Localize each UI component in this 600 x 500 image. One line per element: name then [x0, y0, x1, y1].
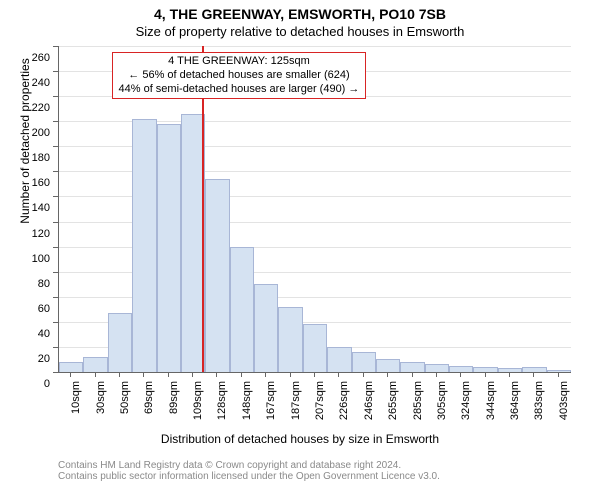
x-axis-label: Distribution of detached houses by size …: [0, 432, 600, 446]
x-tick-label: 167sqm: [265, 381, 277, 427]
x-tick-mark: [460, 372, 461, 377]
x-tick-mark: [363, 372, 364, 377]
x-tick-mark: [533, 372, 534, 377]
x-tick-label: 246sqm: [363, 381, 375, 427]
bar: [205, 179, 229, 372]
x-tick-mark: [436, 372, 437, 377]
x-tick-mark: [412, 372, 413, 377]
bar: [254, 284, 278, 372]
x-tick-label: 50sqm: [119, 381, 131, 427]
x-tick-mark: [168, 372, 169, 377]
x-tick-label: 344sqm: [485, 381, 497, 427]
bar: [352, 352, 376, 372]
y-tick-label: 220: [0, 102, 50, 114]
annotation-box: 4 THE GREENWAY: 125sqm← 56% of detached …: [112, 52, 367, 99]
bar: [522, 367, 546, 372]
x-tick-label: 285sqm: [412, 381, 424, 427]
bar: [376, 359, 400, 372]
x-tick-label: 324sqm: [460, 381, 472, 427]
x-tick-label: 383sqm: [533, 381, 545, 427]
x-tick-mark: [265, 372, 266, 377]
bar: [157, 124, 181, 372]
x-tick-mark: [143, 372, 144, 377]
y-tick-label: 100: [0, 253, 50, 265]
x-tick-mark: [95, 372, 96, 377]
y-tick-label: 160: [0, 177, 50, 189]
annotation-line: 4 THE GREENWAY: 125sqm: [119, 55, 360, 69]
x-tick-label: 187sqm: [290, 381, 302, 427]
bar: [303, 324, 327, 372]
y-tick-label: 40: [0, 328, 50, 340]
chart-container: { "header": { "title": "4, THE GREENWAY,…: [0, 0, 600, 500]
x-tick-label: 265sqm: [387, 381, 399, 427]
y-tick-label: 0: [0, 378, 50, 390]
annotation-line: 44% of semi-detached houses are larger (…: [119, 83, 360, 97]
x-tick-label: 69sqm: [143, 381, 155, 427]
y-tick-label: 80: [0, 278, 50, 290]
x-tick-label: 89sqm: [168, 381, 180, 427]
x-tick-label: 148sqm: [241, 381, 253, 427]
bar: [132, 119, 156, 372]
bar: [59, 362, 83, 372]
plot-area: 4 THE GREENWAY: 125sqm← 56% of detached …: [58, 46, 571, 373]
chart-subtitle: Size of property relative to detached ho…: [0, 24, 600, 39]
bar: [230, 247, 254, 372]
bar: [473, 367, 497, 372]
y-tick-label: 20: [0, 353, 50, 365]
attribution: Contains HM Land Registry data © Crown c…: [58, 460, 588, 482]
annotation-line: ← 56% of detached houses are smaller (62…: [119, 69, 360, 83]
bar: [425, 364, 449, 372]
x-tick-mark: [290, 372, 291, 377]
x-tick-mark: [241, 372, 242, 377]
x-tick-mark: [387, 372, 388, 377]
y-tick-label: 240: [0, 77, 50, 89]
x-tick-mark: [485, 372, 486, 377]
chart-title: 4, THE GREENWAY, EMSWORTH, PO10 7SB: [0, 6, 600, 22]
y-tick-label: 60: [0, 303, 50, 315]
attribution-line-2: Contains public sector information licen…: [58, 471, 588, 482]
x-tick-label: 364sqm: [509, 381, 521, 427]
y-tick-label: 120: [0, 228, 50, 240]
x-tick-label: 207sqm: [314, 381, 326, 427]
grid-line: [59, 46, 571, 47]
x-tick-mark: [216, 372, 217, 377]
y-tick-label: 140: [0, 202, 50, 214]
x-tick-label: 10sqm: [70, 381, 82, 427]
bar: [400, 362, 424, 372]
x-tick-label: 403sqm: [558, 381, 570, 427]
attribution-line-1: Contains HM Land Registry data © Crown c…: [58, 460, 588, 471]
x-tick-label: 305sqm: [436, 381, 448, 427]
bar: [327, 347, 351, 372]
bar: [449, 366, 473, 372]
x-tick-mark: [192, 372, 193, 377]
x-tick-mark: [509, 372, 510, 377]
x-tick-label: 226sqm: [338, 381, 350, 427]
y-tick-label: 180: [0, 152, 50, 164]
x-tick-mark: [70, 372, 71, 377]
bar: [547, 370, 571, 373]
x-tick-mark: [338, 372, 339, 377]
bar: [83, 357, 107, 372]
y-tick-label: 260: [0, 52, 50, 64]
x-tick-mark: [314, 372, 315, 377]
x-tick-mark: [119, 372, 120, 377]
x-tick-label: 30sqm: [95, 381, 107, 427]
x-tick-label: 109sqm: [192, 381, 204, 427]
x-tick-label: 128sqm: [216, 381, 228, 427]
x-tick-mark: [558, 372, 559, 377]
y-tick-label: 200: [0, 127, 50, 139]
bar: [278, 307, 302, 372]
bar: [108, 313, 132, 372]
